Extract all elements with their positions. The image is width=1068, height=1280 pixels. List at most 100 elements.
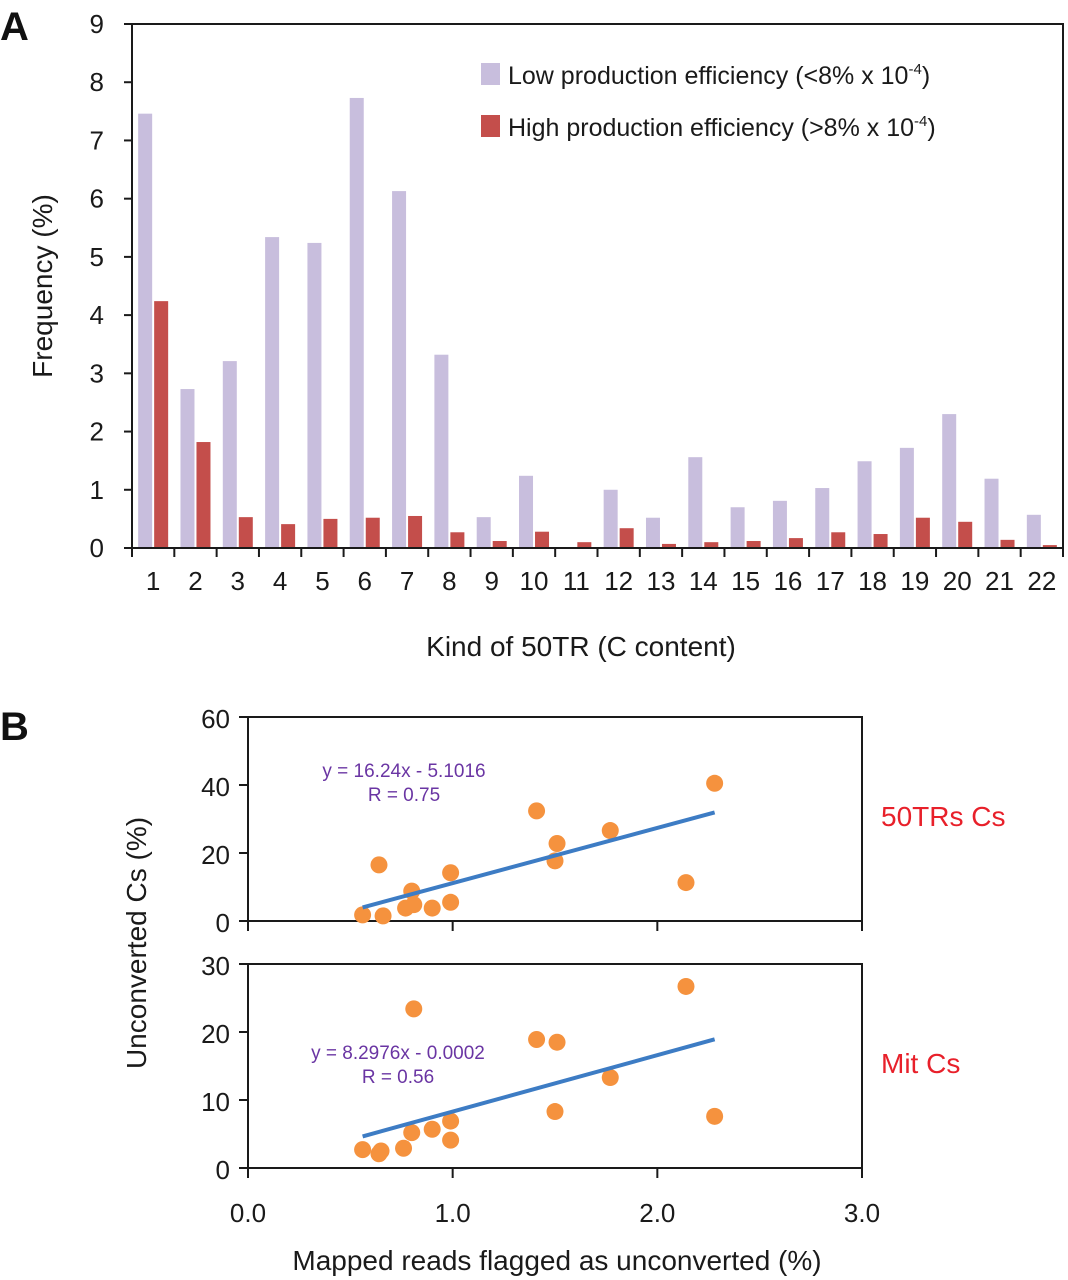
x-tick-label: 13 [647, 566, 676, 596]
data-point [442, 893, 460, 911]
data-point [601, 822, 619, 840]
bar-high-efficiency [915, 517, 930, 548]
x-axis-title: Mapped reads flagged as unconverted (%) [292, 1245, 821, 1276]
label-50trs-cs: 50TRs Cs [881, 801, 1005, 832]
bar-high-efficiency [1000, 539, 1015, 548]
scatter-mit-cs: 0 10 20 30 [201, 951, 863, 1185]
x-tick-label: 14 [689, 566, 718, 596]
bar-low-efficiency [603, 489, 618, 548]
x-tick-label: 15 [731, 566, 760, 596]
x-tick-label: 6 [358, 566, 372, 596]
x-tick-label: 3 [231, 566, 245, 596]
bar-low-efficiency [265, 237, 280, 549]
x-tick-label: 8 [442, 566, 456, 596]
y-axis-title: Frequency (%) [27, 194, 58, 378]
x-tick-label: 2.0 [639, 1198, 675, 1228]
y-tick-label: 0 [216, 908, 230, 938]
data-point [528, 1030, 546, 1048]
bar-low-efficiency [519, 475, 534, 548]
y-tick-label: 5 [90, 242, 104, 272]
bar-high-efficiency [619, 528, 634, 548]
legend: Low production efficiency (<8% x 10-4) H… [481, 61, 936, 142]
bar-high-efficiency [323, 518, 338, 548]
legend-swatch-high [481, 115, 500, 137]
x-tick-label: 18 [858, 566, 887, 596]
equation-mit: y = 8.2976x - 0.0002 [311, 1043, 485, 1064]
bar-high-efficiency [661, 543, 676, 548]
x-tick-label: 20 [943, 566, 972, 596]
bar-high-efficiency [196, 442, 211, 548]
y-tick-label: 0 [90, 533, 104, 563]
bar-low-efficiency [138, 113, 153, 548]
bar-high-efficiency [535, 531, 550, 548]
y-tick-label: 0 [216, 1155, 230, 1185]
legend-swatch-low [481, 63, 500, 85]
legend-label-low: Low production efficiency (<8% x 10-4) [508, 61, 930, 90]
x-tick-label: 4 [273, 566, 287, 596]
y-tick-label: 6 [90, 184, 104, 214]
bar-low-efficiency [645, 517, 660, 548]
x-tick-label: 12 [604, 566, 633, 596]
axes [124, 23, 1064, 557]
bar-low-efficiency [180, 389, 195, 548]
data-point [405, 1000, 423, 1018]
y-tick-label: 9 [90, 9, 104, 39]
y-tick-label: 2 [90, 417, 104, 447]
x-tick-label: 5 [315, 566, 329, 596]
bar-high-efficiency [577, 542, 592, 548]
data-point [442, 1131, 460, 1149]
x-tick-label: 0.0 [230, 1198, 266, 1228]
bar-high-efficiency [408, 515, 423, 548]
bar-low-efficiency [857, 461, 872, 548]
bar-low-efficiency [476, 517, 491, 548]
data-point [677, 874, 695, 892]
data-point [395, 1139, 413, 1157]
bar-low-efficiency [688, 457, 703, 548]
bar-low-efficiency [1026, 514, 1041, 548]
x-tick-labels: 1 2 3 4 5 6 7 8 9 10 11 12 13 14 15 16 17 18 19 20 21 22 [146, 566, 1056, 596]
bar-high-efficiency [450, 532, 465, 548]
data-point [403, 1124, 421, 1142]
label-mit-cs: Mit Cs [881, 1048, 960, 1079]
plot-frame [247, 963, 863, 1169]
bar-low-efficiency [307, 242, 322, 548]
x-tick-label: 3.0 [844, 1198, 880, 1228]
x-tick-label: 21 [985, 566, 1014, 596]
x-tick-label: 9 [484, 566, 498, 596]
data-point [372, 1142, 390, 1160]
data-point [601, 1069, 619, 1087]
bar-high-efficiency [365, 517, 380, 548]
panel-b-scatter-plots: 0 20 40 60 0 10 20 30 0.0 1.0 2.0 3.0 Unconverted… [121, 704, 1005, 1276]
r-value-50trs: R = 0.75 [368, 785, 440, 806]
data-point [370, 856, 388, 874]
data-point [548, 1033, 566, 1051]
y-tick-label: 7 [90, 125, 104, 155]
x-tick-label: 10 [520, 566, 549, 596]
data-point [405, 896, 423, 914]
bar-low-efficiency [349, 97, 364, 548]
x-tick-label: 2 [188, 566, 202, 596]
bar-high-efficiency [492, 541, 507, 548]
data-point [354, 1141, 372, 1159]
data-point [423, 899, 441, 917]
plot-frame [247, 716, 863, 922]
data-point [442, 864, 460, 882]
bar-group [138, 97, 1057, 549]
data-point [374, 907, 392, 925]
x-tick-labels: 0.0 1.0 2.0 3.0 [230, 1198, 880, 1228]
y-tick-label: 8 [90, 67, 104, 97]
r-value-mit: R = 0.56 [362, 1067, 434, 1088]
bar-high-efficiency [704, 542, 719, 548]
data-point [706, 1107, 724, 1125]
y-tick-label: 1 [90, 475, 104, 505]
x-tick-label: 1 [146, 566, 160, 596]
trend-line [362, 810, 716, 910]
x-tick-label: 22 [1027, 566, 1056, 596]
bar-low-efficiency [222, 361, 237, 548]
panel-b-letter: B [0, 705, 29, 749]
bar-low-efficiency [899, 447, 914, 548]
data-point [423, 1120, 441, 1138]
y-tick-label: 30 [201, 951, 230, 981]
trend-line [362, 1037, 716, 1139]
